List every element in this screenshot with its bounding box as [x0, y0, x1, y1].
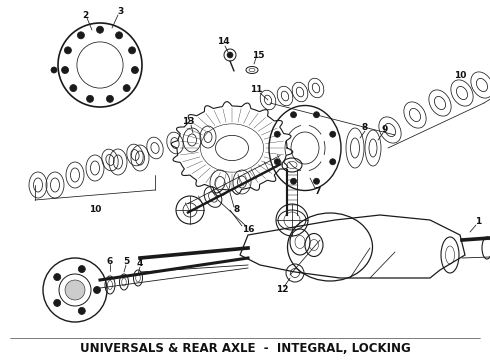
Circle shape [62, 67, 69, 73]
Text: 8: 8 [234, 206, 240, 215]
Circle shape [78, 266, 85, 273]
Text: 13: 13 [182, 117, 194, 126]
Circle shape [116, 32, 122, 39]
Circle shape [106, 95, 114, 102]
Text: 16: 16 [242, 225, 254, 234]
Text: 12: 12 [276, 285, 288, 294]
Text: 14: 14 [217, 37, 229, 46]
Text: 7: 7 [315, 188, 321, 197]
Circle shape [94, 287, 100, 293]
Circle shape [227, 52, 233, 58]
Circle shape [314, 112, 319, 118]
Circle shape [330, 131, 336, 137]
Circle shape [78, 307, 85, 314]
Circle shape [54, 300, 61, 306]
Circle shape [314, 178, 319, 184]
Circle shape [65, 280, 85, 300]
Text: 10: 10 [454, 71, 466, 80]
Text: 3: 3 [117, 8, 123, 17]
Circle shape [77, 32, 84, 39]
Circle shape [87, 95, 94, 102]
Text: 2: 2 [82, 10, 88, 19]
Text: UNIVERSALS & REAR AXLE  -  INTEGRAL, LOCKING: UNIVERSALS & REAR AXLE - INTEGRAL, LOCKI… [80, 342, 411, 355]
Circle shape [291, 178, 296, 184]
Circle shape [291, 112, 296, 118]
Circle shape [131, 67, 138, 73]
Circle shape [64, 47, 72, 54]
Circle shape [51, 67, 57, 73]
Text: 4: 4 [137, 258, 143, 267]
Circle shape [70, 85, 77, 91]
Text: 1: 1 [475, 217, 481, 226]
Text: 8: 8 [362, 123, 368, 132]
Text: 6: 6 [107, 256, 113, 266]
Text: 5: 5 [123, 257, 129, 266]
Text: 9: 9 [382, 126, 388, 135]
Circle shape [274, 159, 280, 165]
Text: 11: 11 [250, 85, 262, 94]
Circle shape [54, 274, 61, 280]
Text: 15: 15 [252, 50, 264, 59]
Circle shape [330, 159, 336, 165]
Circle shape [123, 85, 130, 91]
Circle shape [274, 131, 280, 137]
Circle shape [128, 47, 136, 54]
Text: 10: 10 [89, 206, 101, 215]
Circle shape [97, 26, 103, 33]
